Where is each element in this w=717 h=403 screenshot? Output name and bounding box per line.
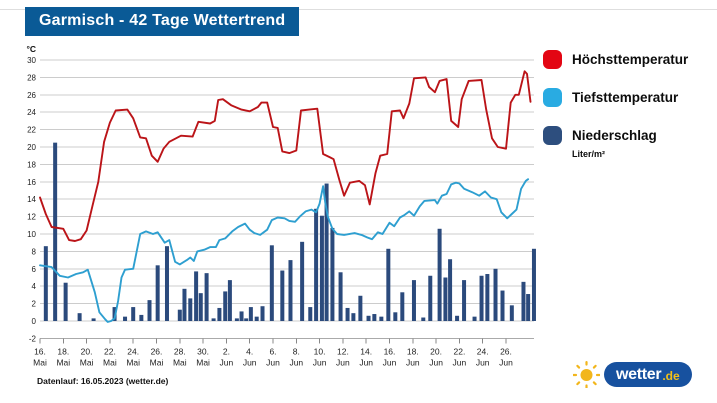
- svg-text:10: 10: [27, 230, 36, 239]
- svg-text:24.Mai: 24. Mai: [126, 346, 140, 367]
- svg-text:30: 30: [27, 56, 36, 65]
- data-run-label: Datenlauf: 16.05.2023 (wetter.de): [37, 376, 169, 386]
- svg-text:16: 16: [27, 178, 36, 187]
- svg-text:12.Jun: 12. Jun: [336, 346, 350, 367]
- chart-title-badge: Garmisch - 42 Tage Wettertrend: [25, 7, 300, 36]
- svg-text:20.Jun: 20. Jun: [429, 346, 443, 367]
- svg-text:-2: -2: [29, 334, 37, 343]
- svg-text:6.Jun: 6. Jun: [266, 346, 280, 367]
- legend-item-hoechsttemperatur: Höchsttemperatur: [543, 50, 688, 69]
- wetter-de-logo: wetter .de: [573, 361, 692, 388]
- svg-text:8.Jun: 8. Jun: [289, 346, 303, 367]
- svg-text:12: 12: [27, 213, 36, 222]
- legend-label: Niederschlag: [572, 128, 657, 143]
- svg-text:14.Jun: 14. Jun: [359, 346, 373, 367]
- svg-text:2.Jun: 2. Jun: [220, 346, 234, 367]
- svg-text:10.Jun: 10. Jun: [313, 346, 327, 367]
- svg-text:2: 2: [32, 300, 37, 309]
- legend-item-tiefsttemperatur: Tiefsttemperatur: [543, 88, 678, 107]
- svg-text:8: 8: [32, 247, 37, 256]
- svg-text:26.Mai: 26. Mai: [150, 346, 164, 367]
- tiefsttemperatur-swatch-icon: [543, 88, 562, 107]
- svg-text:6: 6: [32, 265, 37, 274]
- svg-text:30.Mai: 30. Mai: [196, 346, 210, 367]
- svg-text:4: 4: [32, 282, 37, 291]
- svg-text:16.Jun: 16. Jun: [383, 346, 397, 367]
- legend-item-niederschlag: Niederschlag: [543, 126, 657, 145]
- svg-text:28: 28: [27, 73, 36, 82]
- svg-text:18.Jun: 18. Jun: [406, 346, 420, 367]
- svg-text:20.Mai: 20. Mai: [80, 346, 94, 367]
- niederschlag-swatch-icon: [543, 126, 562, 145]
- svg-text:18: 18: [27, 160, 36, 169]
- hoechsttemperatur-swatch-icon: [543, 50, 562, 69]
- svg-text:14: 14: [27, 195, 36, 204]
- svg-text:24.Jun: 24. Jun: [476, 346, 490, 367]
- svg-text:18.Mai: 18. Mai: [56, 346, 70, 367]
- svg-text:26: 26: [27, 91, 36, 100]
- svg-text:22.Mai: 22. Mai: [103, 346, 117, 367]
- logo-tld-text: .de: [662, 369, 680, 383]
- svg-text:28.Mai: 28. Mai: [173, 346, 187, 367]
- top-divider: [0, 9, 717, 10]
- svg-text:16.Mai: 16. Mai: [33, 346, 47, 367]
- sun-icon: [573, 361, 600, 388]
- svg-text:4.Jun: 4. Jun: [243, 346, 257, 367]
- svg-text:°C: °C: [26, 44, 36, 54]
- chart-title: Garmisch - 42 Tage Wettertrend: [39, 12, 286, 29]
- svg-text:26.Jun: 26. Jun: [499, 346, 513, 367]
- wetter-de-logo-pill: wetter .de: [604, 362, 692, 387]
- svg-text:24: 24: [27, 108, 36, 117]
- logo-brand-text: wetter: [616, 365, 662, 383]
- svg-text:0: 0: [32, 317, 37, 326]
- svg-text:20: 20: [27, 143, 36, 152]
- legend-label: Höchsttemperatur: [572, 52, 689, 67]
- legend-label: Tiefsttemperatur: [572, 90, 679, 105]
- svg-text:22: 22: [27, 126, 36, 135]
- niederschlag-unit-label: Liter/m²: [572, 149, 606, 159]
- svg-text:22.Jun: 22. Jun: [453, 346, 467, 367]
